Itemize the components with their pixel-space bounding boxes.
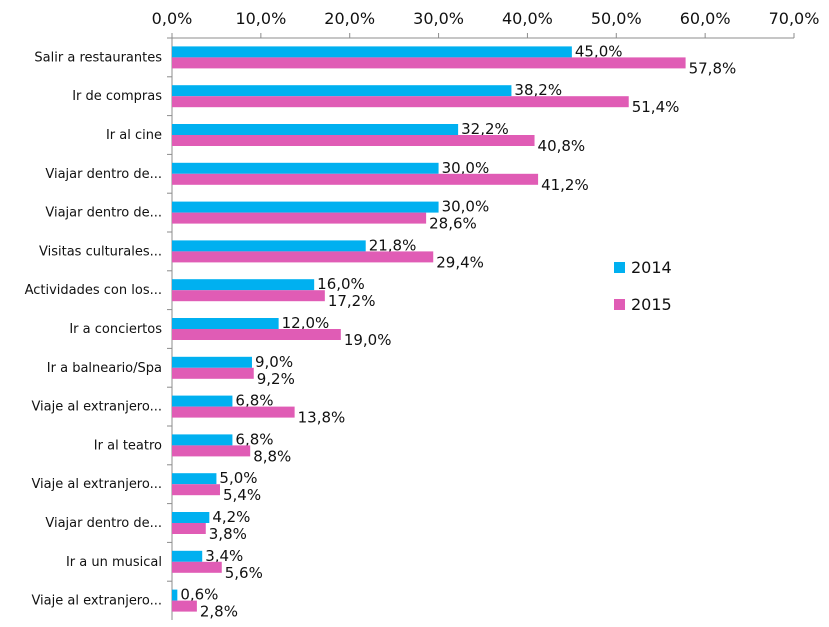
bar-2014 (172, 550, 203, 562)
category-label: Viaje al extranjero... (31, 477, 162, 492)
bar-2015 (172, 212, 427, 224)
data-label-2015: 9,2% (257, 370, 295, 388)
category-label: Actividades con los... (25, 283, 162, 298)
category-label: Salir a restaurantes (34, 50, 162, 65)
data-label-2015: 51,4% (632, 98, 680, 116)
data-label-2015: 29,4% (436, 253, 484, 271)
data-label-2015: 41,2% (541, 176, 589, 194)
bar-2015 (172, 135, 535, 146)
data-label-2014: 6,8% (235, 430, 273, 448)
data-label-2015: 17,2% (328, 292, 376, 310)
bar-2015 (172, 445, 251, 457)
data-label-2014: 16,0% (317, 275, 365, 293)
legend-swatch-2014 (614, 262, 625, 273)
bar-2014 (172, 201, 439, 213)
category-label: Viajar dentro de... (45, 206, 162, 221)
bar-2015 (172, 600, 197, 612)
data-label-2015: 57,8% (689, 59, 737, 77)
category-label: Viaje al extranjero... (31, 400, 162, 415)
data-label-2015: 5,4% (223, 486, 261, 504)
bar-2014 (172, 162, 439, 174)
category-label: Ir de compras (72, 89, 162, 104)
x-tick-label: 20,0% (324, 9, 375, 28)
bar-2014 (172, 85, 512, 97)
bar-2014 (172, 395, 233, 407)
x-tick-label: 40,0% (502, 9, 553, 28)
data-label-2014: 9,0% (255, 353, 293, 371)
bar-2015 (172, 561, 222, 573)
category-label: Ir a balneario/Spa (47, 361, 162, 376)
x-tick-label: 0,0% (152, 9, 193, 28)
legend-swatch-2015 (614, 299, 625, 310)
data-label-2014: 6,8% (235, 392, 273, 410)
bar-2015 (172, 329, 341, 340)
x-tick-label: 30,0% (413, 9, 464, 28)
x-tick-label: 70,0% (769, 9, 820, 28)
bar-2014 (172, 279, 315, 291)
data-label-2014: 0,6% (180, 586, 218, 604)
data-label-2015: 8,8% (253, 447, 291, 465)
data-label-2014: 30,0% (442, 159, 490, 177)
bar-2014 (172, 46, 572, 58)
bar-2014 (172, 434, 233, 446)
category-label: Viajar dentro de... (45, 167, 162, 182)
bar-2015 (172, 367, 254, 379)
data-label-2014: 21,8% (369, 236, 417, 254)
data-label-2014: 38,2% (514, 81, 562, 99)
category-label: Visitas culturales... (39, 244, 162, 259)
bar-2015 (172, 290, 325, 302)
data-label-2014: 4,2% (212, 508, 250, 526)
data-label-2015: 3,8% (209, 525, 247, 543)
legend-label: 2014 (631, 258, 672, 277)
x-tick-label: 10,0% (235, 9, 286, 28)
x-tick-label: 50,0% (591, 9, 642, 28)
data-label-2014: 45,0% (575, 42, 623, 60)
data-label-2015: 5,6% (225, 564, 263, 582)
bar-2015 (172, 57, 686, 69)
category-label: Ir a un musical (66, 555, 162, 570)
x-tick-label: 60,0% (680, 9, 731, 28)
bar-2014 (172, 589, 178, 601)
data-label-2015: 19,0% (344, 331, 392, 349)
bar-2014 (172, 318, 279, 329)
data-label-2015: 40,8% (538, 137, 586, 155)
legend-label: 2015 (631, 295, 672, 314)
category-label: Ir al teatro (94, 438, 162, 453)
bar-2014 (172, 240, 366, 252)
bar-2015 (172, 523, 206, 534)
bar-2014 (172, 124, 459, 135)
data-label-2014: 32,2% (461, 120, 509, 138)
category-label: Viaje al extranjero... (31, 594, 162, 609)
bar-2014 (172, 356, 252, 368)
data-label-2015: 2,8% (200, 603, 238, 621)
data-label-2014: 3,4% (205, 547, 243, 565)
bar-2015 (172, 251, 434, 263)
data-label-2015: 28,6% (429, 215, 477, 233)
bar-2015 (172, 96, 629, 108)
data-label-2014: 30,0% (442, 198, 490, 216)
bar-2015 (172, 173, 539, 185)
data-label-2015: 13,8% (298, 409, 346, 427)
bar-2014 (172, 512, 210, 523)
category-label: Viajar dentro de... (45, 516, 162, 531)
bar-2015 (172, 484, 220, 496)
bar-2014 (172, 473, 217, 485)
category-label: Ir al cine (106, 128, 162, 143)
data-label-2014: 12,0% (282, 314, 330, 332)
category-label: Ir a conciertos (69, 322, 162, 337)
bar-2015 (172, 406, 295, 418)
data-label-2014: 5,0% (219, 469, 257, 487)
